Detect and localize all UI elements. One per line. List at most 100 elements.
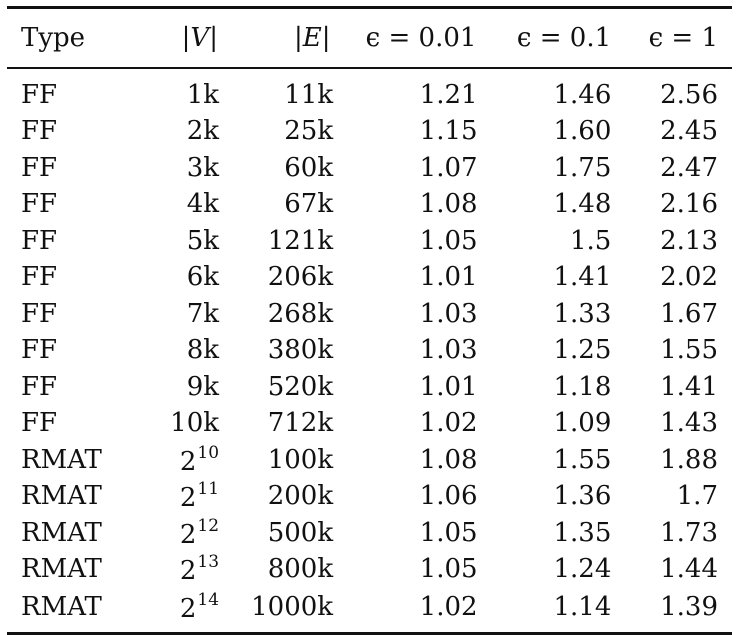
table-row: FF 6k 206k 1.01 1.41 2.02: [7, 259, 732, 296]
cell-epsilon-0-1: 1.09: [553, 408, 612, 439]
cell-vertices: 214: [130, 588, 219, 632]
table-row: FF 9k 520k 1.01 1.18 1.41: [7, 369, 732, 406]
cell-epsilon-1: 2.56: [660, 79, 718, 110]
cell-edges: 25k: [284, 116, 334, 147]
vertices-exponent: 14: [197, 589, 220, 610]
cell-edges: 500k: [267, 517, 334, 548]
cell-type: FF: [21, 335, 58, 366]
cell-vertices: 210: [130, 442, 219, 479]
cell-type: RMAT: [21, 591, 102, 622]
bottom-rule: [7, 631, 732, 635]
header-epsilon-0-1: ϵ = 0.1: [516, 23, 612, 53]
table-row: FF 3k 60k 1.07 1.75 2.47: [7, 150, 732, 187]
cell-epsilon-0-01: 1.02: [419, 591, 478, 622]
cell-epsilon-0-01: 1.05: [419, 517, 478, 548]
cell-edges: 1000k: [251, 591, 334, 622]
cell-epsilon-0-01: 1.03: [419, 298, 478, 329]
cell-vertices: 2k: [130, 113, 219, 150]
cell-type: FF: [21, 225, 58, 256]
cell-epsilon-1: 2.45: [660, 116, 718, 147]
cell-epsilon-0-1: 1.18: [553, 371, 612, 402]
table-row: RMAT 211 200k 1.06 1.36 1.7: [7, 478, 732, 515]
vertices-exponent: 13: [197, 552, 220, 573]
cell-epsilon-0-1: 1.25: [553, 335, 612, 366]
cell-epsilon-0-1: 1.35: [553, 517, 612, 548]
vertices-value: 2k: [186, 116, 220, 147]
cell-edges: 200k: [267, 481, 334, 512]
header-epsilon-1: ϵ = 1: [648, 23, 718, 53]
cell-epsilon-1: 1.41: [660, 371, 718, 402]
table-row: RMAT 210 100k 1.08 1.55 1.88: [7, 442, 732, 479]
cell-epsilon-0-1: 1.48: [553, 189, 612, 220]
cell-vertices: 8k: [130, 332, 219, 369]
table-row: FF 1k 11k 1.21 1.46 2.56: [7, 69, 732, 113]
vertices-value: 6k: [186, 262, 220, 293]
cell-vertices: 213: [130, 551, 219, 588]
cell-type: FF: [21, 79, 58, 110]
cell-epsilon-1: 2.13: [660, 225, 718, 256]
table-row: RMAT 212 500k 1.05 1.35 1.73: [7, 515, 732, 552]
header-vertices: |V|: [181, 23, 218, 53]
cell-vertices: 10k: [130, 405, 219, 442]
cell-vertices: 9k: [130, 369, 219, 406]
cell-epsilon-0-1: 1.75: [553, 152, 612, 183]
cell-type: FF: [21, 152, 58, 183]
cell-epsilon-0-01: 1.05: [419, 225, 478, 256]
cell-type: RMAT: [21, 481, 102, 512]
cell-epsilon-0-01: 1.01: [419, 371, 478, 402]
cell-epsilon-0-1: 1.33: [553, 298, 612, 329]
vertices-value: 1k: [186, 79, 220, 110]
cell-edges: 121k: [267, 225, 334, 256]
cell-vertices: 211: [130, 478, 219, 515]
vertices-value: 9k: [186, 371, 220, 402]
results-table-body: FF 1k 11k 1.21 1.46 2.56 FF 2k 25k 1.15 1.60 2.45 FF…: [7, 69, 732, 632]
cell-epsilon-0-1: 1.46: [553, 79, 612, 110]
cell-epsilon-0-1: 1.5: [570, 225, 612, 256]
cell-type: FF: [21, 116, 58, 147]
cell-epsilon-0-01: 1.07: [419, 152, 478, 183]
cell-edges: 11k: [284, 79, 334, 110]
vertices-value: 7k: [186, 298, 220, 329]
cell-epsilon-0-1: 1.14: [553, 591, 612, 622]
vertices-value: 2: [179, 446, 197, 477]
cell-vertices: 5k: [130, 223, 219, 260]
cell-epsilon-1: 1.88: [660, 444, 718, 475]
cell-epsilon-0-01: 1.03: [419, 335, 478, 366]
cell-vertices: 1k: [130, 69, 219, 113]
table-row: FF 10k 712k 1.02 1.09 1.43: [7, 405, 732, 442]
vertices-value: 5k: [186, 225, 220, 256]
cell-epsilon-1: 1.43: [660, 408, 718, 439]
cell-epsilon-0-1: 1.24: [553, 554, 612, 585]
cell-type: RMAT: [21, 517, 102, 548]
results-table-container: Type |V| |E| ϵ = 0.01 ϵ = 0.1 ϵ = 1 FF 1k…: [7, 6, 732, 635]
vertices-value: 2: [179, 483, 197, 514]
cell-type: FF: [21, 298, 58, 329]
cell-edges: 800k: [267, 554, 334, 585]
cell-epsilon-1: 1.55: [660, 335, 718, 366]
table-row: FF 5k 121k 1.05 1.5 2.13: [7, 223, 732, 260]
cell-epsilon-0-01: 1.08: [419, 444, 478, 475]
table-row: FF 7k 268k 1.03 1.33 1.67: [7, 296, 732, 333]
cell-epsilon-0-01: 1.01: [419, 262, 478, 293]
cell-epsilon-0-01: 1.15: [419, 116, 478, 147]
results-table: Type |V| |E| ϵ = 0.01 ϵ = 0.1 ϵ = 1: [7, 9, 732, 67]
vertices-value: 2: [179, 519, 197, 550]
cell-epsilon-1: 1.73: [660, 517, 718, 548]
cell-edges: 520k: [267, 371, 334, 402]
cell-epsilon-1: 1.67: [660, 298, 718, 329]
mid-rule: [7, 67, 732, 69]
cell-vertices: 3k: [130, 150, 219, 187]
vertices-exponent: 10: [197, 442, 220, 463]
table-row: FF 4k 67k 1.08 1.48 2.16: [7, 186, 732, 223]
table-row: FF 2k 25k 1.15 1.60 2.45: [7, 113, 732, 150]
cell-edges: 60k: [284, 152, 334, 183]
table-body: FF 1k 11k 1.21 1.46 2.56 FF 2k 25k 1.15 1.60 2.45 FF…: [7, 69, 732, 632]
cell-epsilon-1: 2.02: [660, 262, 718, 293]
cell-type: RMAT: [21, 444, 102, 475]
cell-epsilon-1: 2.47: [660, 152, 718, 183]
vertices-exponent: 11: [197, 479, 220, 500]
cell-type: FF: [21, 371, 58, 402]
cell-epsilon-1: 1.7: [676, 481, 718, 512]
cell-epsilon-0-1: 1.36: [553, 481, 612, 512]
header-edges: |E|: [294, 23, 331, 53]
